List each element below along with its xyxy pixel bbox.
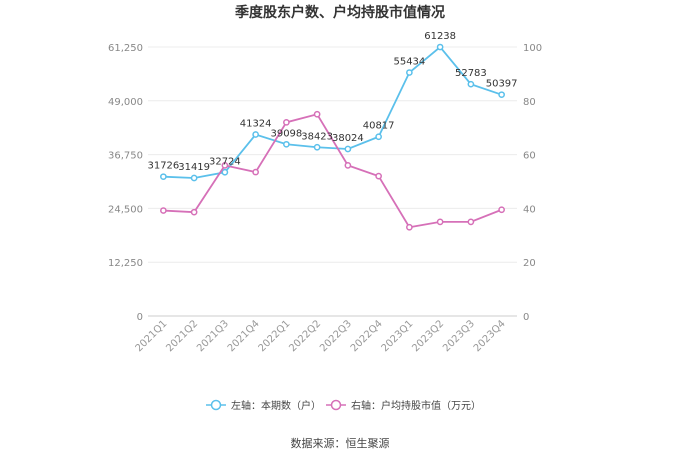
x-tick-label: 2023Q2 [410,318,446,354]
data-label: 39098 [270,128,302,139]
right-axis: 0 20 40 60 80 100 [523,43,542,323]
x-tick-label: 2023Q3 [441,318,477,354]
left-tick-label: 61,250 [108,43,143,54]
legend[interactable]: 左轴：本期数（户） 右轴：户均持股市值（万元） [206,399,481,412]
x-axis: 2021Q12021Q22021Q32021Q42022Q12022Q22022… [134,318,508,354]
data-point[interactable] [283,140,290,148]
legend-label-households: 左轴：本期数（户） [231,399,321,412]
left-tick-label: 49,000 [108,97,143,108]
data-label: 38423 [301,131,333,142]
data-point[interactable] [467,218,475,226]
data-label: 38024 [332,133,364,144]
x-tick-label: 2023Q4 [472,318,508,354]
right-tick-label: 60 [523,151,536,162]
data-point[interactable] [344,162,352,169]
right-tick-label: 100 [523,43,542,54]
data-label: 52783 [455,68,487,79]
x-tick-label: 2021Q4 [226,318,262,354]
right-tick-label: 20 [523,258,536,269]
data-point[interactable] [252,131,259,138]
legend-label-avg-value: 右轴：户均持股市值（万元） [351,399,481,412]
data-point[interactable] [313,110,321,118]
data-point[interactable] [221,168,229,176]
data-point[interactable] [283,118,290,126]
data-label: 61238 [424,31,456,42]
x-tick-label: 2021Q1 [134,318,170,354]
data-point[interactable] [160,207,167,214]
data-point[interactable] [436,43,444,51]
data-label: 40817 [363,121,395,132]
x-tick-label: 2022Q3 [318,318,354,354]
data-label: 32724 [209,156,241,167]
data-point[interactable] [498,206,505,214]
x-tick-label: 2022Q1 [257,318,293,354]
x-tick-label: 2022Q4 [349,318,385,354]
legend-item-avg-value[interactable]: 右轴：户均持股市值（万元） [326,399,481,412]
left-axis: 0 12,250 24,500 36,750 49,000 61,250 [108,43,143,323]
data-point[interactable] [467,80,475,88]
data-point[interactable] [221,162,229,169]
data-point[interactable] [406,69,413,76]
x-tick-label: 2022Q2 [287,318,323,354]
data-point[interactable] [190,208,198,216]
left-tick-label: 12,250 [108,258,143,269]
data-source: 数据来源：恒生聚源 [291,436,390,450]
data-point[interactable] [344,145,352,153]
data-point[interactable] [498,91,505,99]
data-point[interactable] [375,172,382,180]
x-tick-label: 2021Q2 [164,318,200,354]
data-label: 31726 [147,161,179,172]
series-group [160,43,505,231]
data-point[interactable] [252,168,259,176]
x-tick-label: 2021Q3 [195,318,231,354]
legend-item-households[interactable]: 左轴：本期数（户） [206,399,321,412]
left-tick-label: 24,500 [108,204,143,215]
x-tick-label: 2023Q1 [380,318,416,354]
left-tick-label: 36,750 [108,151,143,162]
data-label: 41324 [240,119,272,130]
right-tick-label: 0 [523,312,529,323]
left-tick-label: 0 [137,312,143,323]
data-point[interactable] [160,173,167,181]
data-point[interactable] [313,143,321,151]
data-label: 50397 [486,79,518,90]
chart-title: 季度股东户数、户均持股市值情况 [234,4,445,21]
right-tick-label: 80 [523,97,536,108]
data-label: 55434 [393,57,425,68]
data-point[interactable] [190,174,198,182]
series-line-1 [163,113,502,229]
data-point[interactable] [406,223,413,231]
data-point[interactable] [436,218,444,226]
data-point[interactable] [375,133,382,141]
right-tick-label: 40 [523,204,536,215]
gridlines [148,46,517,317]
data-label: 31419 [178,162,210,173]
